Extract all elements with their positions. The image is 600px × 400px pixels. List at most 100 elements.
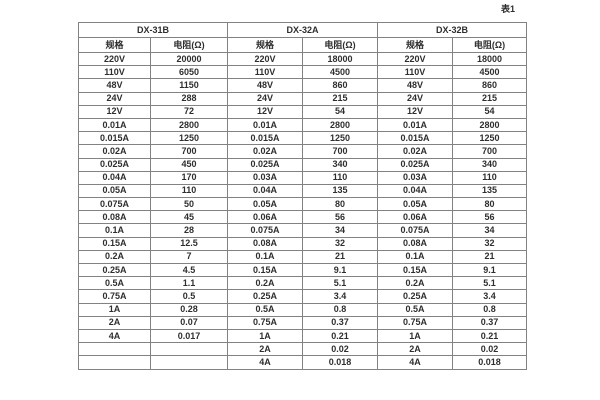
table-row: 110V 6050 110V 4500 110V 4500 bbox=[78, 65, 528, 80]
resistance-cell: 2800 bbox=[149, 117, 229, 133]
resistance-spec-table: DX-31B DX-32A DX-32B 规格 电阻(Ω) 规格 电阻(Ω) 规… bbox=[77, 22, 528, 370]
spec-cell: 0.03A bbox=[377, 170, 454, 185]
resistance-cell: 860 bbox=[452, 78, 528, 93]
spec-cell: 1A bbox=[227, 328, 304, 344]
spec-cell: 2A bbox=[227, 342, 304, 357]
column-header-spec: 规格 bbox=[227, 37, 304, 53]
spec-cell: 0.015A bbox=[227, 131, 304, 146]
spec-cell: 220V bbox=[78, 51, 151, 67]
table-row: 0.01A 2800 0.01A 2800 0.01A 2800 bbox=[78, 117, 528, 133]
group-header-dx31b: DX-31B bbox=[77, 22, 229, 38]
resistance-cell: 0.8 bbox=[452, 302, 528, 317]
spec-cell: 24V bbox=[227, 91, 304, 106]
spec-cell: 4A bbox=[377, 355, 454, 370]
resistance-cell: 6050 bbox=[149, 65, 229, 80]
resistance-cell: 21 bbox=[452, 249, 528, 265]
resistance-cell: 110 bbox=[452, 170, 528, 185]
spec-cell: 0.75A bbox=[227, 315, 304, 330]
spec-cell: 0.04A bbox=[78, 170, 151, 185]
table-row: 24V 288 24V 215 24V 215 bbox=[78, 91, 528, 106]
spec-cell: 0.2A bbox=[377, 276, 454, 291]
resistance-cell: 135 bbox=[452, 183, 528, 199]
spec-cell: 0.06A bbox=[377, 210, 454, 225]
spec-cell: 0.2A bbox=[227, 276, 304, 291]
spec-cell: 4A bbox=[78, 328, 151, 344]
table-row: 0.75A 0.5 0.25A 3.4 0.25A 3.4 bbox=[78, 289, 528, 304]
resistance-cell: 0.21 bbox=[452, 328, 528, 344]
spec-cell: 0.075A bbox=[78, 197, 151, 212]
spec-cell: 24V bbox=[78, 91, 151, 106]
spec-cell: 4A bbox=[227, 355, 304, 370]
table-row: 0.015A 1250 0.015A 1250 0.015A 1250 bbox=[78, 131, 528, 146]
column-header-spec: 规格 bbox=[377, 37, 454, 53]
table-row: 0.025A 450 0.025A 340 0.025A 340 bbox=[78, 157, 528, 172]
resistance-cell: 20000 bbox=[149, 51, 229, 67]
resistance-cell: 450 bbox=[149, 157, 229, 172]
table-body: 220V 20000 220V 18000 220V 18000 110V 6050 110V 4… bbox=[78, 51, 528, 370]
spec-cell: 1A bbox=[78, 302, 151, 317]
spec-cell: 0.02A bbox=[377, 144, 454, 159]
resistance-cell: 34 bbox=[452, 223, 528, 238]
spec-cell: 0.08A bbox=[377, 236, 454, 251]
spec-cell: 0.25A bbox=[227, 289, 304, 304]
column-header-row: 规格 电阻(Ω) 规格 电阻(Ω) 规格 电阻(Ω) bbox=[78, 37, 528, 53]
resistance-cell: 4500 bbox=[452, 65, 528, 80]
spec-cell: 0.02A bbox=[227, 144, 304, 159]
resistance-cell: 0.07 bbox=[149, 315, 229, 330]
resistance-cell: 32 bbox=[452, 236, 528, 251]
resistance-cell: 32 bbox=[302, 236, 379, 251]
table-row: 0.02A 700 0.02A 700 0.02A 700 bbox=[78, 144, 528, 159]
resistance-cell: 54 bbox=[302, 104, 379, 119]
resistance-cell: 4.5 bbox=[149, 262, 229, 278]
spec-cell: 0.1A bbox=[377, 249, 454, 265]
spec-cell: 12V bbox=[227, 104, 304, 119]
spec-cell: 48V bbox=[78, 78, 151, 93]
resistance-cell: 215 bbox=[452, 91, 528, 106]
resistance-cell: 0.37 bbox=[302, 315, 379, 330]
table-row: 0.05A 110 0.04A 135 0.04A 135 bbox=[78, 183, 528, 199]
table-caption: 表1 bbox=[500, 4, 515, 14]
spec-cell: 0.1A bbox=[78, 223, 151, 238]
resistance-cell: 0.28 bbox=[149, 302, 229, 317]
resistance-cell: 1150 bbox=[149, 78, 229, 93]
spec-cell: 1A bbox=[377, 328, 454, 344]
spec-cell: 0.05A bbox=[78, 183, 151, 199]
table-row: 0.5A 1.1 0.2A 5.1 0.2A 5.1 bbox=[78, 276, 528, 291]
table-row: 2A 0.07 0.75A 0.37 0.75A 0.37 bbox=[78, 315, 528, 330]
resistance-cell bbox=[149, 355, 229, 370]
resistance-cell: 2800 bbox=[302, 117, 379, 133]
spec-cell: 0.06A bbox=[227, 210, 304, 225]
spec-cell: 110V bbox=[78, 65, 151, 80]
resistance-cell: 18000 bbox=[452, 51, 528, 67]
resistance-cell: 28 bbox=[149, 223, 229, 238]
spec-cell: 0.5A bbox=[377, 302, 454, 317]
spec-cell: 0.15A bbox=[377, 262, 454, 278]
spec-cell: 0.075A bbox=[227, 223, 304, 238]
column-header-resistance: 电阻(Ω) bbox=[149, 37, 229, 53]
resistance-cell: 0.37 bbox=[452, 315, 528, 330]
table-row: 0.08A 45 0.06A 56 0.06A 56 bbox=[78, 210, 528, 225]
spec-cell: 0.75A bbox=[377, 315, 454, 330]
spec-cell: 0.025A bbox=[78, 157, 151, 172]
resistance-cell: 135 bbox=[302, 183, 379, 199]
spec-cell: 0.1A bbox=[227, 249, 304, 265]
resistance-cell: 2800 bbox=[452, 117, 528, 133]
table-row: 12V 72 12V 54 12V 54 bbox=[78, 104, 528, 119]
resistance-cell: 0.018 bbox=[302, 355, 379, 370]
resistance-cell: 9.1 bbox=[302, 262, 379, 278]
resistance-cell: 9.1 bbox=[452, 262, 528, 278]
resistance-cell: 700 bbox=[302, 144, 379, 159]
resistance-cell: 860 bbox=[302, 78, 379, 93]
table-row: 0.25A 4.5 0.15A 9.1 0.15A 9.1 bbox=[78, 262, 528, 278]
spec-cell: 220V bbox=[227, 51, 304, 67]
table-row: 220V 20000 220V 18000 220V 18000 bbox=[78, 51, 528, 67]
resistance-cell: 340 bbox=[452, 157, 528, 172]
resistance-cell: 170 bbox=[149, 170, 229, 185]
resistance-cell: 21 bbox=[302, 249, 379, 265]
resistance-cell: 56 bbox=[302, 210, 379, 225]
resistance-cell: 54 bbox=[452, 104, 528, 119]
spec-cell: 0.01A bbox=[377, 117, 454, 133]
resistance-cell bbox=[149, 342, 229, 357]
resistance-cell: 1250 bbox=[302, 131, 379, 146]
